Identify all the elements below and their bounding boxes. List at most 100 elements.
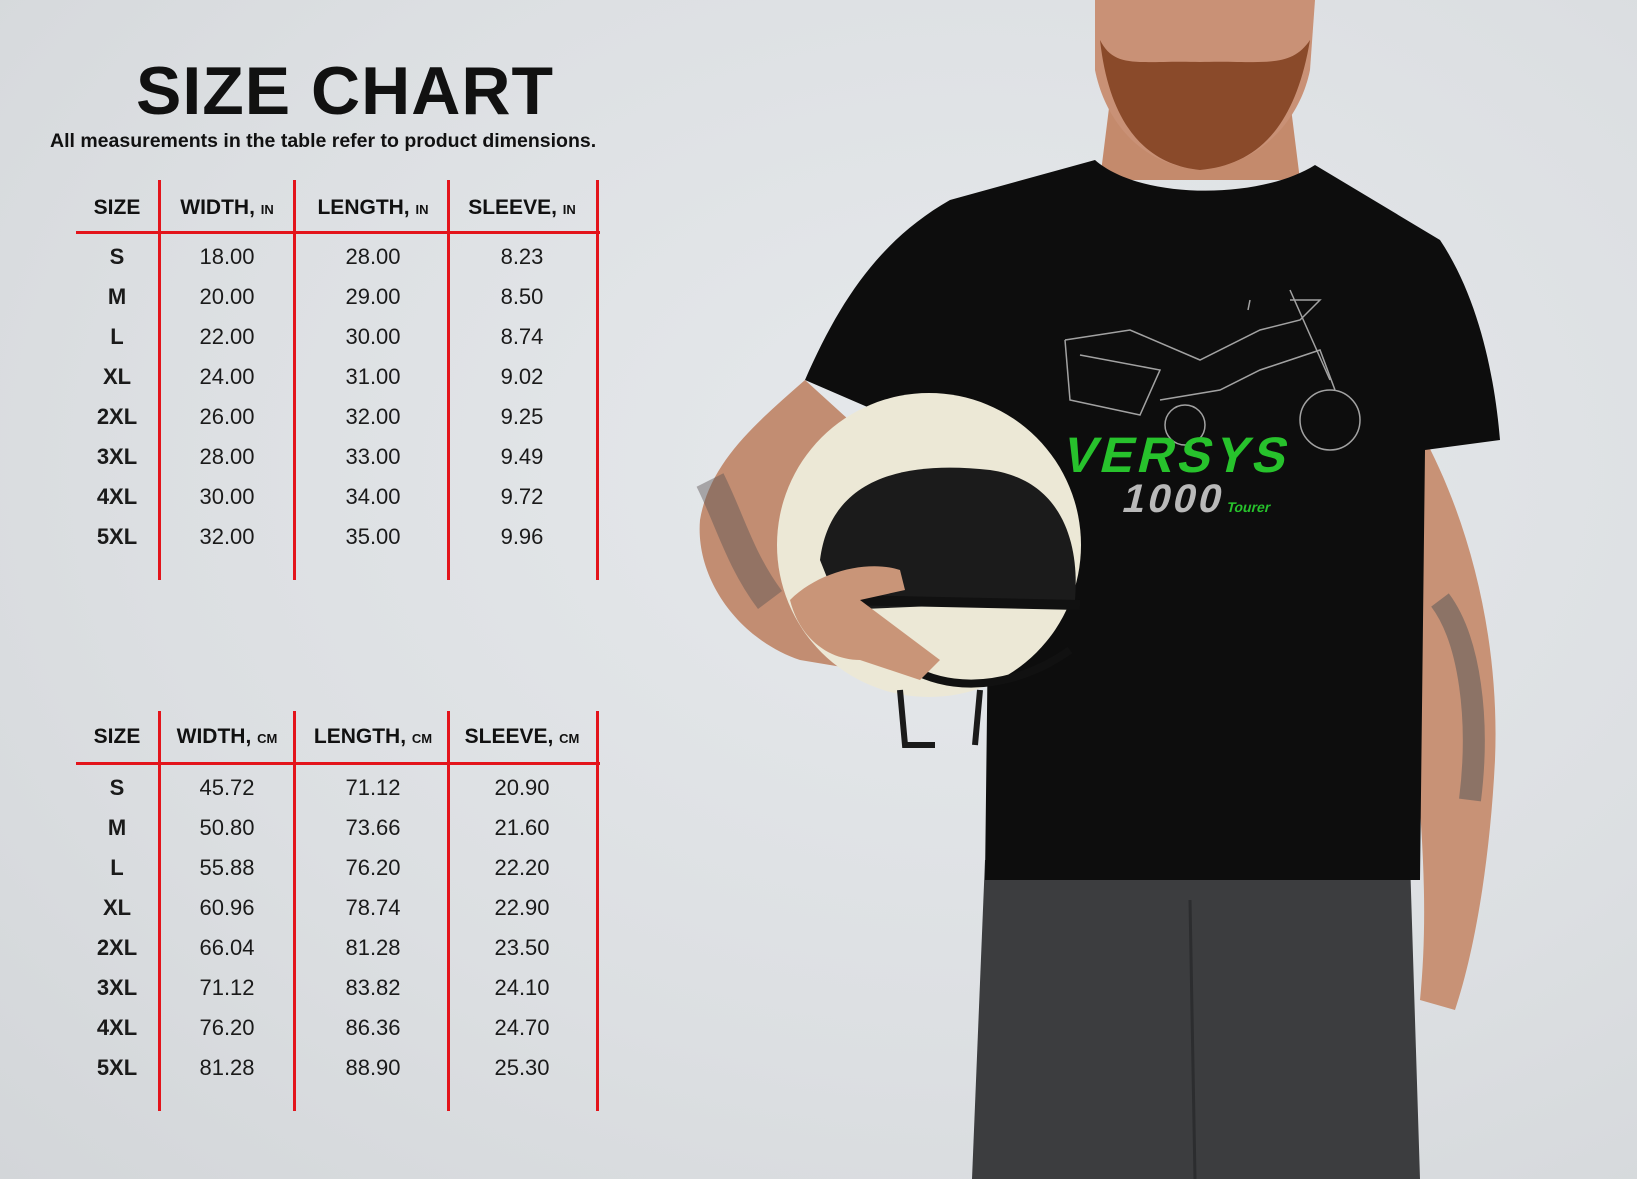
measurement-cell: 22.90 [494,895,550,920]
measurement-cell: 76.20 [199,1015,255,1040]
size-label: M [107,815,127,840]
measurement-cell: 86.36 [345,1015,401,1040]
measurement-cell: 22.20 [494,855,550,880]
measurement-cell: 71.12 [345,775,401,800]
size-label: 3XL [96,444,138,469]
column-header: SLEEVE, IN [432,195,612,223]
measurement-cell: 76.20 [345,855,401,880]
column-header-unit: CM [411,731,433,746]
size-label: 5XL [96,524,138,549]
measurement-cell: 24.70 [494,1015,550,1040]
column-header: LENGTH, IN [283,195,463,223]
measurement-cell: 9.72 [500,484,544,509]
column-header-unit: CM [559,731,580,746]
measurement-cell: 73.66 [345,815,401,840]
column-header: SLEEVE, CM [432,724,612,752]
size-label: S [109,244,125,269]
column-divider [596,711,599,1111]
measurement-cell: 35.00 [345,524,401,549]
measurement-cell: 81.28 [345,935,401,960]
logo-tourer: Tourer [1225,499,1273,515]
column-header: WIDTH, IN [137,195,317,223]
measurement-cell: 66.04 [199,935,255,960]
beard [1100,40,1310,170]
size-label: XL [102,364,132,389]
column-header-label: SLEEVE, [468,196,557,219]
size-label: M [107,284,127,309]
measurement-cell: 32.00 [345,404,401,429]
size-label: 2XL [96,935,138,960]
size-label: S [109,775,125,800]
measurement-cell: 8.50 [500,284,544,309]
column-header: WIDTH, CM [137,724,317,752]
size-label: 5XL [96,1055,138,1080]
measurement-cell: 60.96 [199,895,255,920]
measurement-cell: 78.74 [345,895,401,920]
column-divider [293,180,296,580]
measurement-cell: 50.80 [199,815,255,840]
measurement-cell: 34.00 [345,484,401,509]
jeans [972,860,1420,1179]
measurement-cell: 32.00 [199,524,255,549]
measurement-cell: 8.23 [500,244,544,269]
size-label: L [110,855,124,880]
logo-versys: VERSYS [1057,427,1299,483]
measurement-cell: 9.96 [500,524,544,549]
column-header-label: LENGTH, [313,725,407,748]
column-divider [158,180,161,580]
measurement-cell: 81.28 [199,1055,255,1080]
measurement-cell: 83.82 [345,975,401,1000]
column-header: LENGTH, CM [283,724,463,752]
measurement-cell: 55.88 [199,855,255,880]
column-header-label: SIZE [93,725,141,748]
jeans-seam [1188,899,1197,1179]
measurement-cell: 30.00 [199,484,255,509]
column-header-label: SIZE [93,196,141,219]
logo-1000: 1000 [1118,477,1231,521]
measurement-cell: 30.00 [345,324,401,349]
black-tshirt [805,160,1500,880]
size-label: XL [102,895,132,920]
measurement-cell: 24.00 [199,364,255,389]
measurement-cell: 22.00 [199,324,255,349]
shirt-logo: VERSYS 1000 Tourer [1049,427,1391,521]
measurement-cell: 9.02 [500,364,544,389]
measurement-cell: 20.00 [199,284,255,309]
measurement-cell: 25.30 [494,1055,550,1080]
measurement-cell: 9.25 [500,404,544,429]
motorcycle-graphic [1064,289,1361,451]
page-subtitle: All measurements in the table refer to p… [50,130,597,152]
measurement-cell: 21.60 [494,815,550,840]
measurement-cell: 88.90 [345,1055,401,1080]
measurement-cell: 71.12 [199,975,255,1000]
measurement-cell: 26.00 [199,404,255,429]
column-header-unit: IN [260,202,274,217]
measurement-cell: 28.00 [345,244,401,269]
measurement-cell: 28.00 [199,444,255,469]
size-label: 2XL [96,404,138,429]
column-divider [158,711,161,1111]
measurement-cell: 31.00 [345,364,401,389]
column-divider [293,711,296,1111]
page-title: SIZE CHART [136,53,554,129]
column-divider [447,180,450,580]
measurement-cell: 45.72 [199,775,255,800]
column-header-label: WIDTH, [180,196,255,219]
column-divider [447,711,450,1111]
measurement-cell: 24.10 [494,975,550,1000]
column-header: SIZE [27,195,207,221]
size-label: 3XL [96,975,138,1000]
column-header-unit: IN [562,202,576,217]
measurement-cell: 33.00 [345,444,401,469]
column-divider [596,180,599,580]
measurement-cell: 8.74 [500,324,544,349]
size-label: L [110,324,124,349]
left-hand [790,566,940,680]
measurement-cell: 20.90 [494,775,550,800]
column-header-unit: CM [257,731,278,746]
left-arm-tattoo [696,473,783,609]
size-label: 4XL [96,484,138,509]
measurement-cell: 18.00 [199,244,255,269]
column-header: SIZE [27,724,207,750]
